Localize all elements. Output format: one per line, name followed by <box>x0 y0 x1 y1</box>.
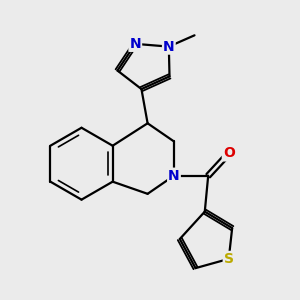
Text: S: S <box>224 252 234 266</box>
Text: N: N <box>168 169 180 183</box>
Text: N: N <box>163 40 175 54</box>
Text: N: N <box>130 37 141 51</box>
Text: O: O <box>223 146 235 161</box>
